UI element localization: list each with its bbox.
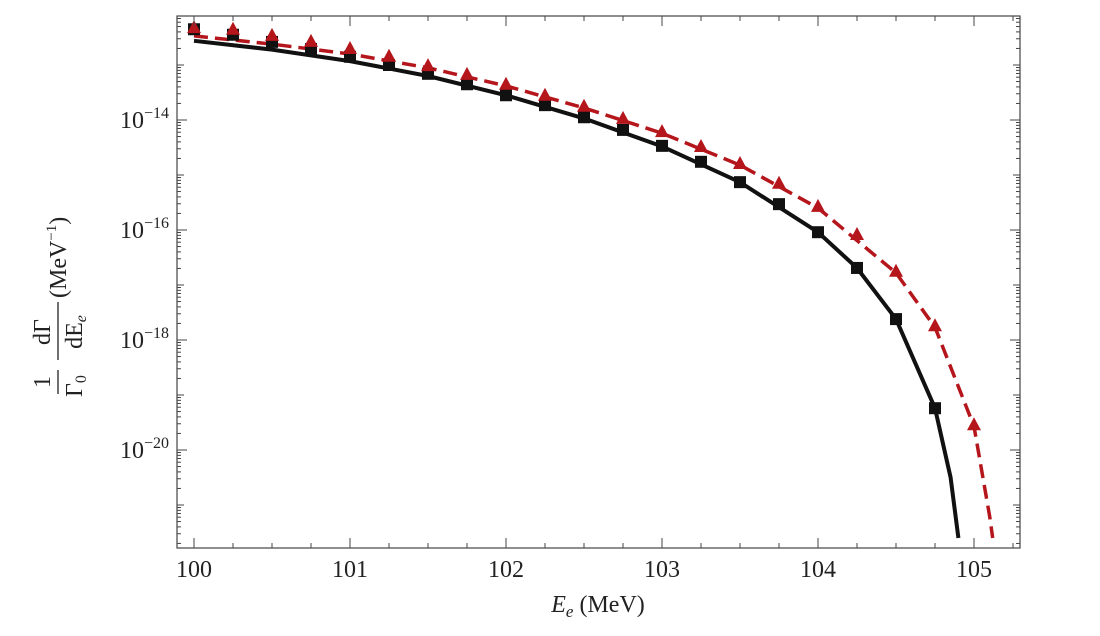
triangle-marker: [772, 175, 786, 189]
triangle-marker: [616, 110, 630, 124]
triangle-marker: [694, 138, 708, 152]
plot-frame: [176, 15, 1021, 549]
triangle-marker: [343, 41, 357, 55]
y-label-unit-sup: −1: [44, 225, 60, 241]
triangle-marker: [577, 98, 591, 112]
y-label-frac1-num: 1: [30, 376, 56, 388]
triangle-marker: [928, 318, 942, 332]
x-axis-label: Ee (MeV): [550, 592, 645, 621]
triangle-marker: [850, 226, 864, 240]
y-label-unit: (MeV: [46, 240, 72, 298]
x-tick-label: 105: [956, 557, 992, 583]
square-marker: [656, 139, 668, 152]
triangle-marker: [499, 76, 513, 90]
y-tick-label: 10−18: [120, 325, 169, 354]
solid-curve: [193, 38, 961, 539]
square-marker: [539, 99, 551, 112]
square-marker: [578, 111, 590, 124]
square-marker: [812, 226, 824, 239]
y-label-unit-close: ): [46, 217, 72, 225]
triangle-marker: [889, 263, 903, 277]
x-label-unit: (MeV): [573, 592, 644, 618]
triangle-marker: [811, 198, 825, 212]
triangle-marker: [538, 87, 552, 101]
triangle-marker: [382, 48, 396, 62]
x-label-sub: e: [566, 602, 574, 621]
square-marker: [500, 89, 512, 102]
triangle-marker: [226, 21, 240, 35]
square-marker: [383, 59, 395, 71]
square-marker: [617, 123, 629, 136]
triangle-marker: [304, 33, 318, 47]
square-marker: [461, 78, 473, 91]
triangle-marker: [265, 27, 279, 41]
x-tick-label: 104: [800, 557, 836, 583]
square-marker: [695, 155, 707, 168]
x-tick-label: 100: [176, 557, 212, 583]
triangle-marker: [421, 58, 435, 72]
square-marker: [734, 176, 746, 189]
y-label-frac2-den: dE: [62, 322, 88, 349]
y-label-frac1-den-sub: 0: [73, 375, 90, 383]
triangle-marker: [967, 417, 981, 431]
y-tick-label: 10−16: [120, 215, 169, 244]
svg-text:dEe: dEe: [62, 315, 90, 349]
triangle-marker: [187, 20, 201, 34]
y-tick-label: 10−20: [120, 435, 169, 464]
y-label-frac1-den: Γ: [62, 383, 88, 397]
triangle-marker: [460, 66, 474, 80]
y-tick-label: 10−14: [120, 105, 169, 134]
square-marker: [773, 198, 785, 211]
y-axis-label: 1 Γ0 dΓ dEe (MeV−1): [30, 217, 90, 397]
y-label-frac2-den-sub: e: [73, 315, 90, 322]
x-tick-label: 102: [488, 557, 524, 583]
svg-text:(MeV−1): (MeV−1): [44, 217, 72, 298]
dashed-curve: [193, 34, 995, 539]
triangle-marker: [655, 124, 669, 138]
square-marker: [929, 402, 941, 415]
x-tick-label: 103: [644, 557, 680, 583]
square-marker: [851, 261, 863, 274]
svg-text:Γ0: Γ0: [62, 375, 90, 397]
x-label-var: E: [550, 592, 566, 618]
x-tick-label: 101: [332, 557, 368, 583]
square-marker: [890, 313, 902, 326]
y-label-frac2-num: dΓ: [30, 319, 56, 345]
triangle-marker: [733, 156, 747, 169]
